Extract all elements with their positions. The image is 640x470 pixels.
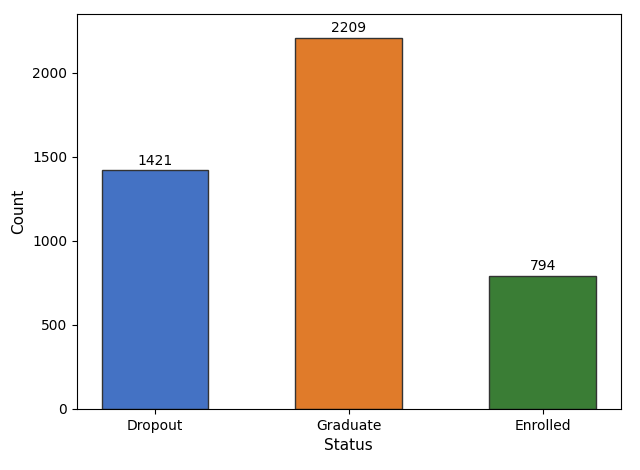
Text: 794: 794 — [529, 259, 556, 273]
Text: 2209: 2209 — [332, 21, 366, 35]
Y-axis label: Count: Count — [12, 189, 26, 234]
Bar — [296, 38, 402, 409]
Bar — [490, 275, 596, 409]
X-axis label: Status: Status — [324, 438, 373, 453]
Bar — [102, 170, 208, 409]
Text: 1421: 1421 — [137, 154, 173, 168]
